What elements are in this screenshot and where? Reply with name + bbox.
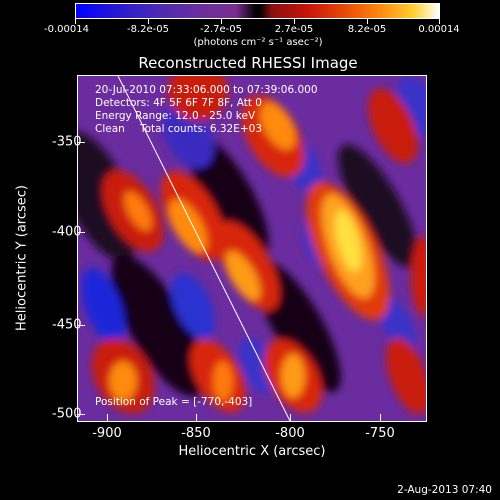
x-tick-label: -900: [92, 426, 122, 441]
colorbar-tick: [148, 19, 149, 24]
x-tick-label: -850: [181, 426, 211, 441]
colorbar-label: 0.00014: [418, 24, 460, 35]
colorbar-tick: [294, 19, 295, 24]
total-counts-text: Total counts: 6.32E+03: [140, 123, 263, 135]
colorbar-tick: [439, 19, 440, 24]
time-range-text: 20-Jul-2010 07:33:06.000 to 07:39:06.000: [95, 84, 318, 96]
y-tick: [77, 142, 85, 143]
x-tick: [290, 414, 291, 422]
x-tick: [196, 414, 197, 422]
y-tick-label: -400: [52, 224, 82, 240]
x-tick: [107, 414, 108, 422]
colorbar: [75, 3, 440, 19]
rhessi-image-map: [78, 76, 426, 421]
colorbar-tick: [367, 19, 368, 24]
y-axis-label: Heliocentric Y (arcsec): [14, 185, 30, 331]
x-axis-label: Heliocentric X (arcsec): [178, 444, 326, 459]
colorbar-tick: [75, 19, 76, 24]
peak-position-text: Position of Peak = [-770,-403]: [95, 396, 253, 408]
y-tick-label: -350: [52, 134, 82, 150]
method-text: Clean: [95, 123, 125, 135]
detectors-text: Detectors: 4F 5F 6F 7F 8F, Att 0: [95, 97, 262, 109]
x-tick-label: -750: [365, 426, 395, 441]
y-tick-label: -450: [52, 317, 82, 333]
y-tick-label: -500: [52, 406, 82, 422]
colorbar-label: -8.2e-05: [127, 24, 169, 35]
y-tick: [77, 414, 85, 415]
colorbar-label: -0.00014: [44, 24, 89, 35]
colorbar-tick: [221, 19, 222, 24]
y-tick: [77, 232, 85, 233]
energy-range-text: Energy Range: 12.0 - 25.0 keV: [95, 110, 256, 122]
image-title: Reconstructed RHESSI Image: [138, 54, 358, 72]
rhessi-image: [77, 75, 427, 422]
y-tick: [77, 325, 85, 326]
colorbar-label: -2.7e-05: [200, 24, 242, 35]
colorbar-label: 2.7e-05: [274, 24, 314, 35]
x-tick: [380, 414, 381, 422]
x-tick-label: -800: [275, 426, 305, 441]
colorbar-label: 8.2e-05: [347, 24, 387, 35]
colorbar-units: (photons cm⁻² s⁻¹ asec⁻²): [193, 37, 323, 48]
footer-date: 2-Aug-2013 07:40: [397, 484, 492, 496]
